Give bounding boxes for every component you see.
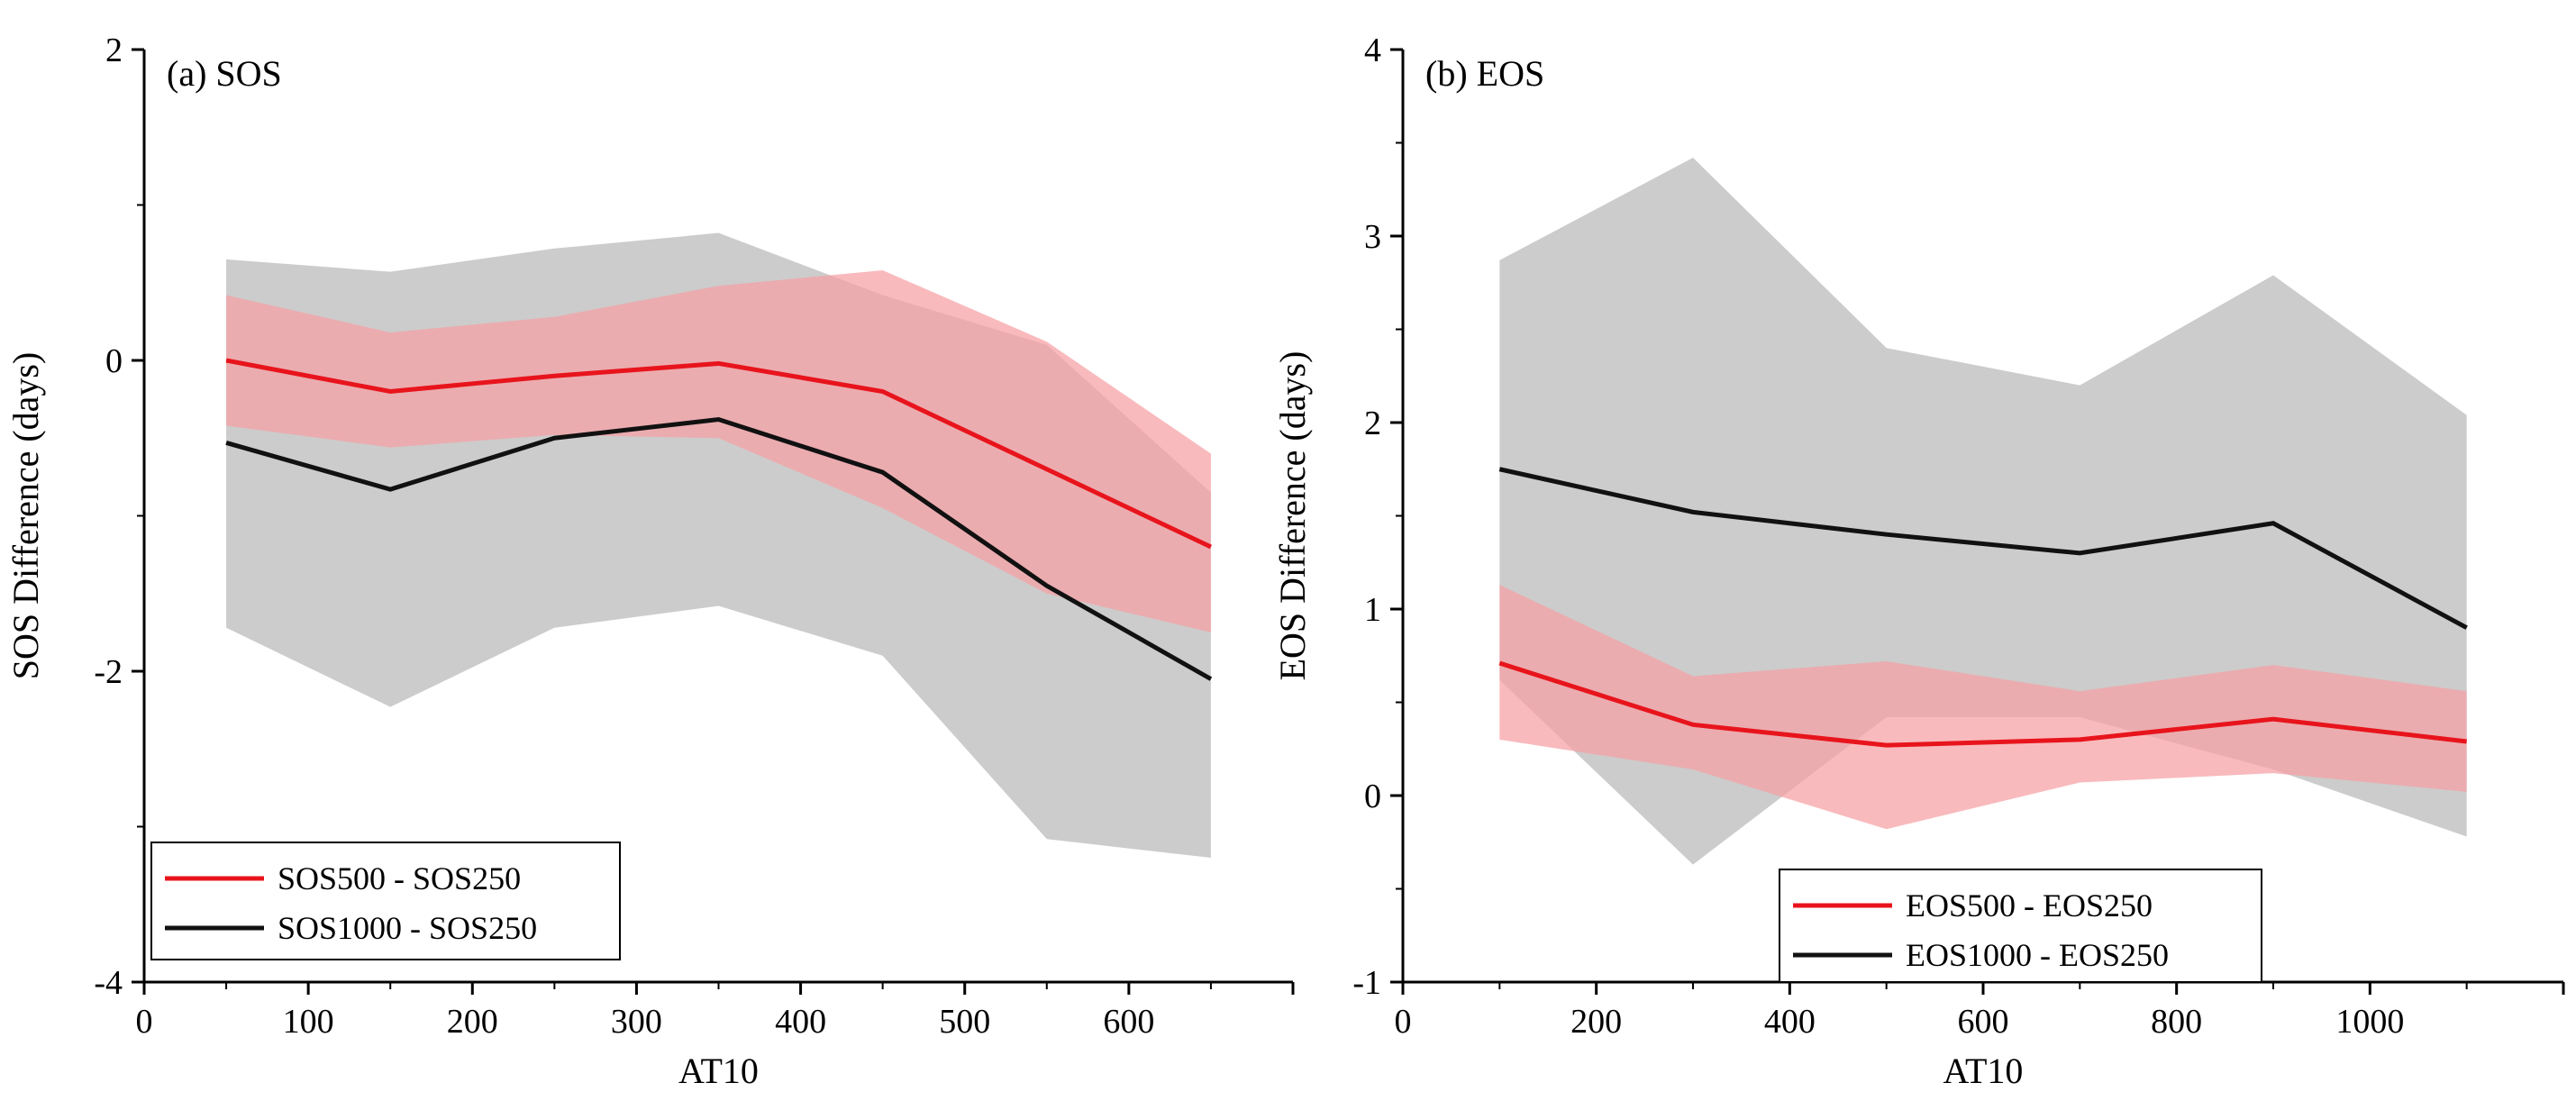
legend-label: SOS500 - SOS250: [278, 860, 521, 896]
x-tick-label: 0: [1395, 1003, 1412, 1041]
y-tick-label: 4: [1364, 32, 1381, 69]
y-tick-label: 3: [1364, 218, 1381, 256]
x-tick-label: 100: [283, 1003, 334, 1041]
x-tick-label: 600: [1103, 1003, 1154, 1041]
series-line-red: [225, 358, 1212, 550]
chart-panel-sos: -4 -2 0 2 0 100 200 300 400 500 600 AT10 SOS Differe…: [5, 32, 1295, 1091]
x-axis-title: AT10: [1943, 1051, 2024, 1091]
series-line-black: [1498, 467, 2468, 630]
confidence-band-red: [1499, 585, 2467, 830]
x-tick-label: 400: [775, 1003, 826, 1041]
panel-title: (a) SOS: [167, 53, 282, 94]
legend-box: [1779, 869, 2262, 983]
x-tick-label: 200: [447, 1003, 498, 1041]
series-line-black: [225, 417, 1213, 681]
y-tick-label: 0: [105, 342, 123, 380]
x-tick-label: 600: [1958, 1003, 2009, 1041]
x-axis-title: AT10: [678, 1051, 759, 1091]
y-tick-label: 1: [1364, 591, 1381, 629]
y-tick-label: -2: [94, 653, 123, 691]
y-tick-label: 0: [1364, 778, 1381, 815]
x-tick-label: 400: [1764, 1003, 1816, 1041]
legend-box: [150, 842, 621, 960]
panel-title: (b) EOS: [1425, 53, 1544, 94]
y-tick-label: -1: [1352, 964, 1381, 1002]
legend-label: EOS500 - EOS250: [1906, 887, 2153, 924]
x-tick-label: 200: [1570, 1003, 1622, 1041]
chart-panel-eos: -1 0 1 2 3 4 0 200 400 600 800 1000 AT10 EOS Differen…: [1272, 32, 2565, 1091]
series-line-red: [1498, 660, 2467, 748]
legend-label: EOS1000 - EOS250: [1906, 937, 2169, 973]
y-tick-label: -4: [94, 964, 123, 1002]
y-tick-label: 2: [1364, 405, 1381, 442]
y-tick-label: 2: [105, 32, 123, 69]
x-tick-label: 800: [2151, 1003, 2202, 1041]
x-tick-label: 300: [611, 1003, 662, 1041]
x-tick-label: 500: [939, 1003, 990, 1041]
confidence-band-red: [226, 269, 1211, 632]
y-axis-title: SOS Difference (days): [5, 352, 46, 680]
y-axis-title: EOS Difference (days): [1272, 351, 1313, 681]
x-tick-label: 0: [136, 1003, 153, 1041]
legend-label: SOS1000 - SOS250: [278, 910, 537, 946]
x-tick-label: 1000: [2335, 1003, 2404, 1041]
